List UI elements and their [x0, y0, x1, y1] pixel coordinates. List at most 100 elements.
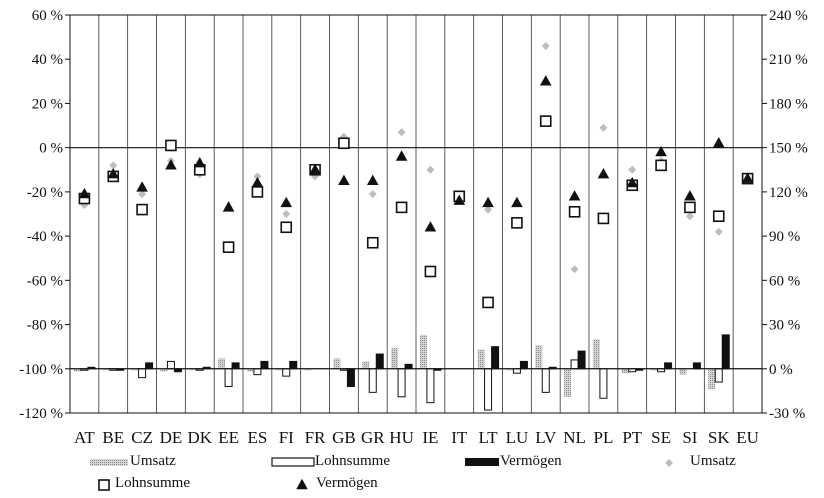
left-tick-label: -40 % [27, 229, 63, 245]
bar-lohnsumme-FI [282, 368, 291, 377]
category-label-SE: SE [651, 428, 671, 447]
marker-vermoegen-SE [655, 145, 667, 157]
marker-lohnsumme-LT [482, 296, 494, 309]
right-tick-label: 180 % [769, 96, 808, 112]
legend-label-umsatz-bar: Umsatz [130, 453, 176, 469]
right-tick-label: 30 % [769, 318, 800, 334]
right-tick-label: 60 % [769, 273, 800, 289]
bar-lohnsumme-ES [253, 368, 262, 376]
marker-series [78, 41, 754, 309]
bar-umsatz-EE [218, 358, 226, 369]
marker-umsatz-PT [628, 165, 637, 174]
legend-label-vermoegen-marker: Vermögen [316, 475, 378, 491]
marker-umsatz-BE [109, 161, 118, 170]
bar-umsatz-LV [535, 345, 543, 369]
marker-vermoegen-EU [741, 172, 754, 183]
marker-lohnsumme-PL [597, 212, 610, 225]
marker-lohnsumme-EE [222, 241, 235, 253]
marker-umsatz-ES [253, 172, 262, 181]
bar-series [73, 334, 730, 411]
legend-label-vermoegen-bar: Vermögen [500, 453, 562, 469]
bar-umsatz-CZ [131, 368, 139, 371]
bar-vermögen-NL [577, 350, 586, 370]
bar-lohnsumme-CZ [138, 368, 147, 379]
bar-lohnsumme-LV [541, 368, 550, 393]
left-tick-label: 40 % [32, 52, 63, 68]
marker-lohnsumme-IE [424, 265, 437, 278]
bar-umsatz-DK [189, 368, 197, 371]
marker-lohnsumme-SE [655, 159, 667, 172]
marker-vermoegen-IE [424, 221, 437, 232]
bar-umsatz-FR [304, 368, 312, 371]
marker-vermoegen-DE [165, 159, 177, 170]
marker-vermoegen-SK [712, 137, 725, 148]
marker-umsatz-PL [599, 123, 608, 132]
marker-lohnsumme-GR [366, 236, 379, 249]
category-label-DK: DK [187, 428, 212, 447]
bar-umsatz-PL [592, 339, 600, 369]
bar-vermögen-GR [375, 353, 384, 370]
bar-umsatz-GB [333, 358, 341, 369]
right-tick-label: 90 % [769, 229, 800, 245]
bar-umsatz-FI [275, 368, 283, 371]
marker-umsatz-FI [282, 210, 291, 218]
bar-umsatz-LU [506, 368, 514, 371]
marker-vermoegen-FR [309, 163, 321, 174]
bar-vermögen-SK [721, 334, 730, 370]
marker-lohnsumme-DE [165, 139, 177, 152]
legend-swatch-vermoegen-bar [465, 458, 499, 466]
marker-vermoegen-AT [78, 187, 91, 199]
marker-vermoegen-ES [251, 176, 264, 188]
bar-umsatz-DE [160, 368, 168, 372]
category-label-ES: ES [247, 428, 267, 447]
category-label-HU: HU [389, 428, 414, 447]
bar-umsatz-ES [246, 368, 254, 372]
bar-vermögen-CZ [145, 362, 154, 370]
category-label-GR: GR [361, 428, 385, 447]
bar-lohnsumme-PL [599, 368, 608, 399]
bar-lohnsumme-DE [166, 360, 175, 370]
marker-umsatz-CZ [138, 190, 147, 199]
left-tick-label: 60 % [32, 8, 63, 24]
right-tick-label: 0 % [769, 362, 793, 378]
right-tick-label: 240 % [769, 8, 808, 24]
right-tick-label: -30 % [769, 406, 805, 422]
bar-vermögen-ES [260, 360, 269, 370]
category-label-AT: AT [74, 428, 95, 447]
bar-umsatz-AT [73, 368, 81, 372]
legend-label-lohnsumme-bar: Lohnsumme [315, 453, 390, 469]
bar-lohnsumme-LT [484, 368, 493, 411]
category-label-LT: LT [478, 428, 498, 447]
legend-swatch-lohnsumme-bar [271, 457, 315, 467]
legend-label-lohnsumme-marker: Lohnsumme [115, 475, 190, 491]
marker-vermoegen-PL [597, 168, 610, 179]
marker-lohnsumme-LU [511, 217, 523, 229]
marker-umsatz-IE [426, 165, 435, 174]
bar-lohnsumme-NL [570, 359, 579, 370]
marker-vermoegen-HU [395, 150, 408, 161]
right-tick-label: 150 % [769, 141, 808, 157]
marker-lohnsumme-HU [395, 201, 408, 214]
bar-lohnsumme-LU [512, 368, 521, 374]
left-tick-label: -120 % [19, 406, 63, 422]
category-label-FR: FR [305, 428, 326, 447]
bar-vermögen-SI [692, 362, 701, 370]
marker-umsatz-HU [397, 128, 406, 137]
legend-swatches [90, 457, 673, 491]
category-label-BE: BE [102, 428, 124, 447]
marker-umsatz-LV [541, 41, 550, 50]
category-label-EU: EU [736, 428, 759, 447]
marker-lohnsumme-GB [338, 137, 350, 150]
bar-umsatz-SK [708, 368, 716, 390]
marker-vermoegen-SI [684, 190, 696, 201]
left-tick-label: -20 % [27, 185, 63, 201]
marker-umsatz-SK [714, 227, 723, 236]
marker-vermoegen-CZ [136, 181, 148, 192]
bar-vermögen-GB [346, 368, 355, 387]
bar-vermögen-SE [664, 362, 673, 370]
marker-lohnsumme-SK [712, 210, 725, 223]
category-label-GB: GB [332, 428, 356, 447]
legend-swatch-umsatz-marker [665, 459, 673, 467]
marker-umsatz-NL [570, 265, 579, 274]
